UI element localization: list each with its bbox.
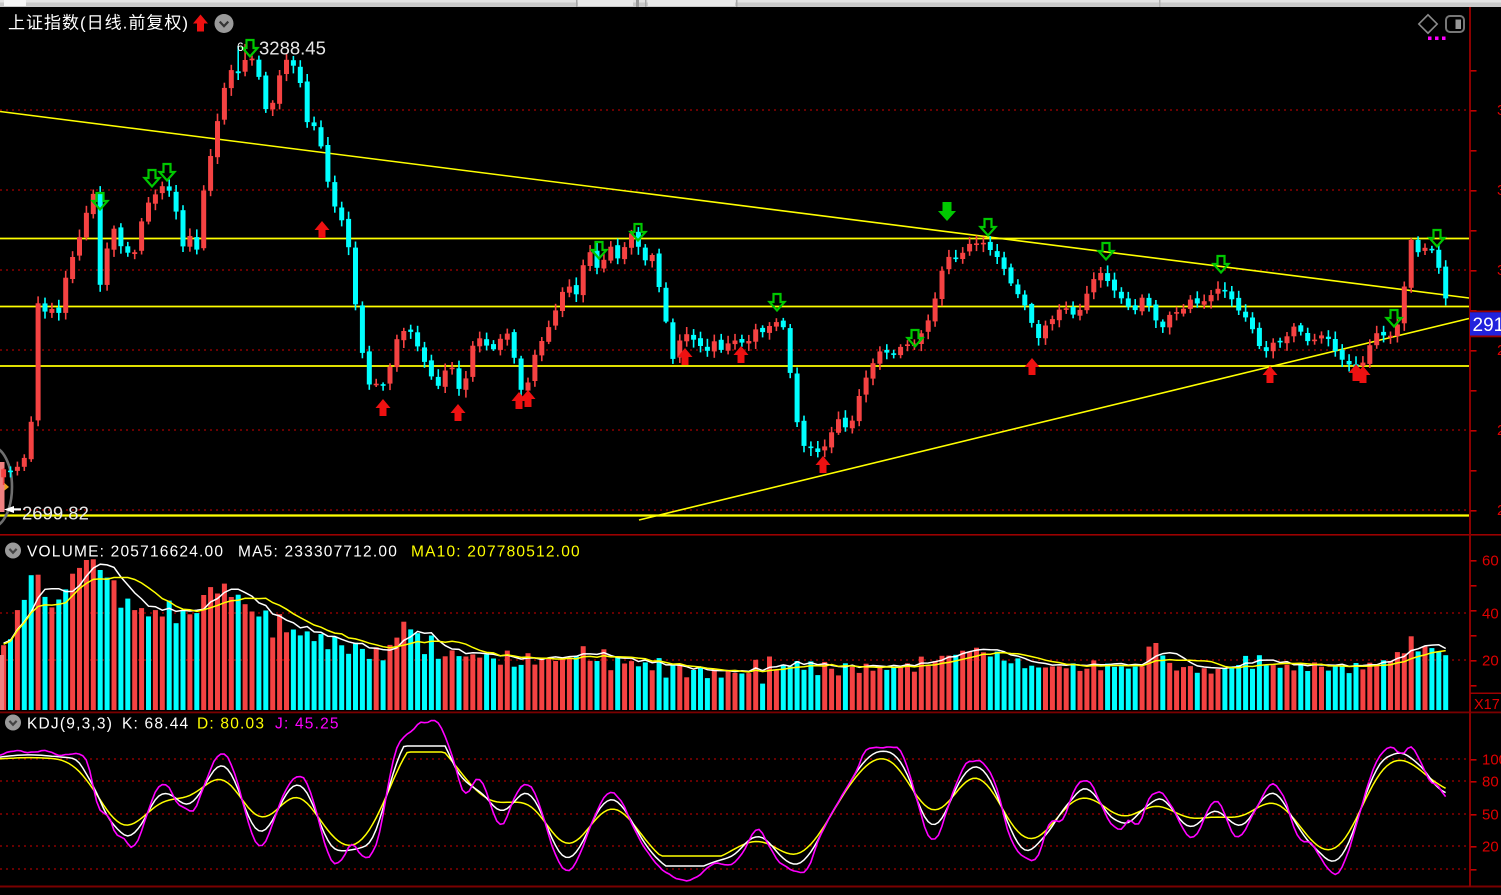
svg-text:27: 27 [1497,502,1501,519]
svg-text:50: 50 [1482,807,1499,824]
svg-text:40: 40 [1482,606,1499,623]
svg-text:VOLUME: 205716624.00: VOLUME: 205716624.00 [27,544,224,561]
svg-text:60: 60 [1482,553,1499,570]
svg-text:KDJ(9,3,3): KDJ(9,3,3) [27,716,113,733]
svg-text:20: 20 [1482,839,1499,856]
svg-text:X17: X17 [1474,697,1500,713]
svg-text:291: 291 [1473,315,1501,336]
svg-text:80: 80 [1482,774,1499,791]
svg-text:6: 6 [237,40,244,54]
svg-text:2699.82: 2699.82 [22,503,89,524]
svg-text:20: 20 [1482,653,1499,670]
svg-text:28: 28 [1497,422,1501,439]
svg-text:32: 32 [1497,102,1501,119]
svg-text:MA5: 233307712.00: MA5: 233307712.00 [238,544,398,561]
svg-text:100: 100 [1482,752,1501,769]
svg-text:J: 45.25: J: 45.25 [275,716,340,733]
svg-text:K: 68.44: K: 68.44 [122,716,189,733]
svg-text:3288.45: 3288.45 [259,38,326,59]
svg-text:上证指数(日线.前复权): 上证指数(日线.前复权) [8,14,189,33]
svg-text:29: 29 [1497,342,1501,359]
svg-text:30: 30 [1497,262,1501,279]
svg-text:31: 31 [1497,182,1501,199]
svg-text:MA10: 207780512.00: MA10: 207780512.00 [411,544,581,561]
svg-text:D: 80.03: D: 80.03 [197,716,265,733]
